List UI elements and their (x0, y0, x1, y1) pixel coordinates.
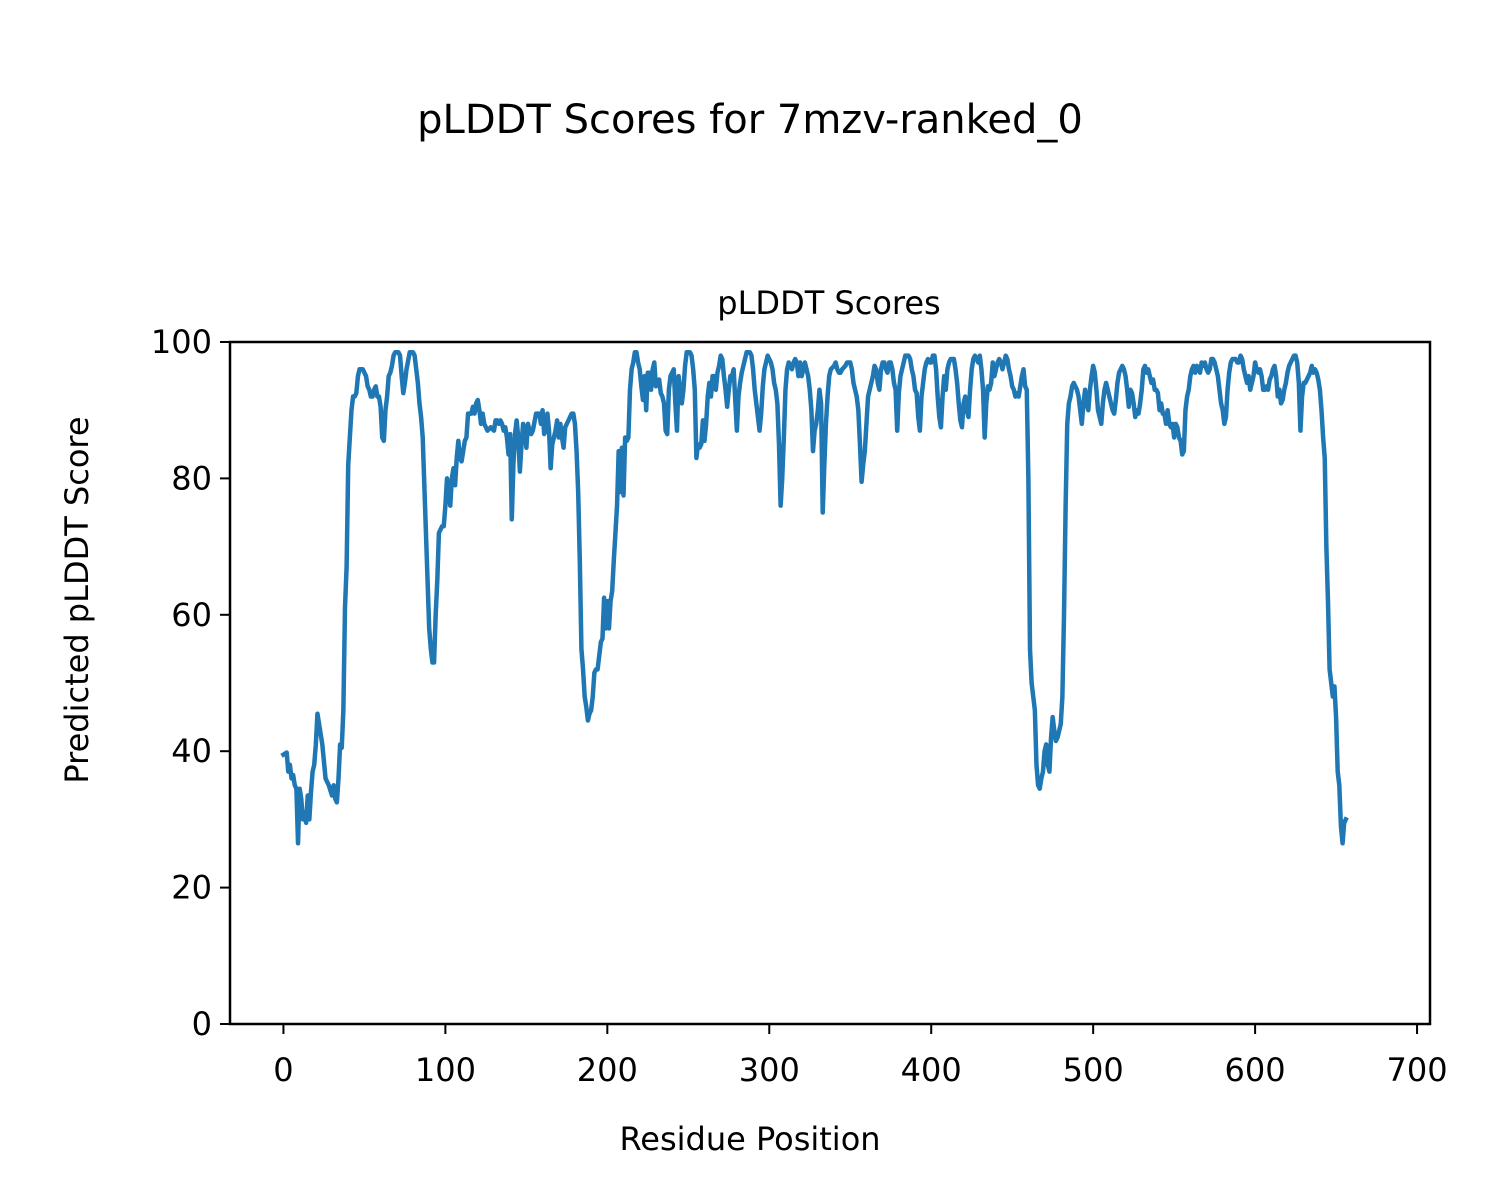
plot-layer: 0 100 200 300 400 500 600 700 0 20 40 60 80 100 (151, 323, 1448, 1089)
y-tick-label: 0 (192, 1005, 212, 1043)
x-tick-label: 100 (415, 1051, 476, 1089)
y-tick-label: 20 (171, 869, 212, 907)
x-tick-label: 700 (1387, 1051, 1448, 1089)
x-tick-label: 500 (1063, 1051, 1124, 1089)
plot-frame (228, 340, 1432, 1026)
x-tick-label: 0 (273, 1051, 293, 1089)
y-tick-label: 60 (171, 596, 212, 634)
x-tick-label: 300 (739, 1051, 800, 1089)
series-line-0 (280, 349, 1349, 846)
y-tick-label: 80 (171, 459, 212, 497)
y-tick-label: 100 (151, 323, 212, 361)
x-axis-label: Residue Position (619, 1120, 880, 1158)
y-axis-label: Predicted pLDDT Score (58, 416, 96, 783)
figure-suptitle: pLDDT Scores for 7mzv-ranked_0 (417, 97, 1083, 143)
x-tick-label: 400 (901, 1051, 962, 1089)
y-tick-label: 40 (171, 732, 212, 770)
x-tick-label: 200 (577, 1051, 638, 1089)
axes-title: pLDDT Scores (717, 284, 940, 322)
x-tick-label: 600 (1225, 1051, 1286, 1089)
